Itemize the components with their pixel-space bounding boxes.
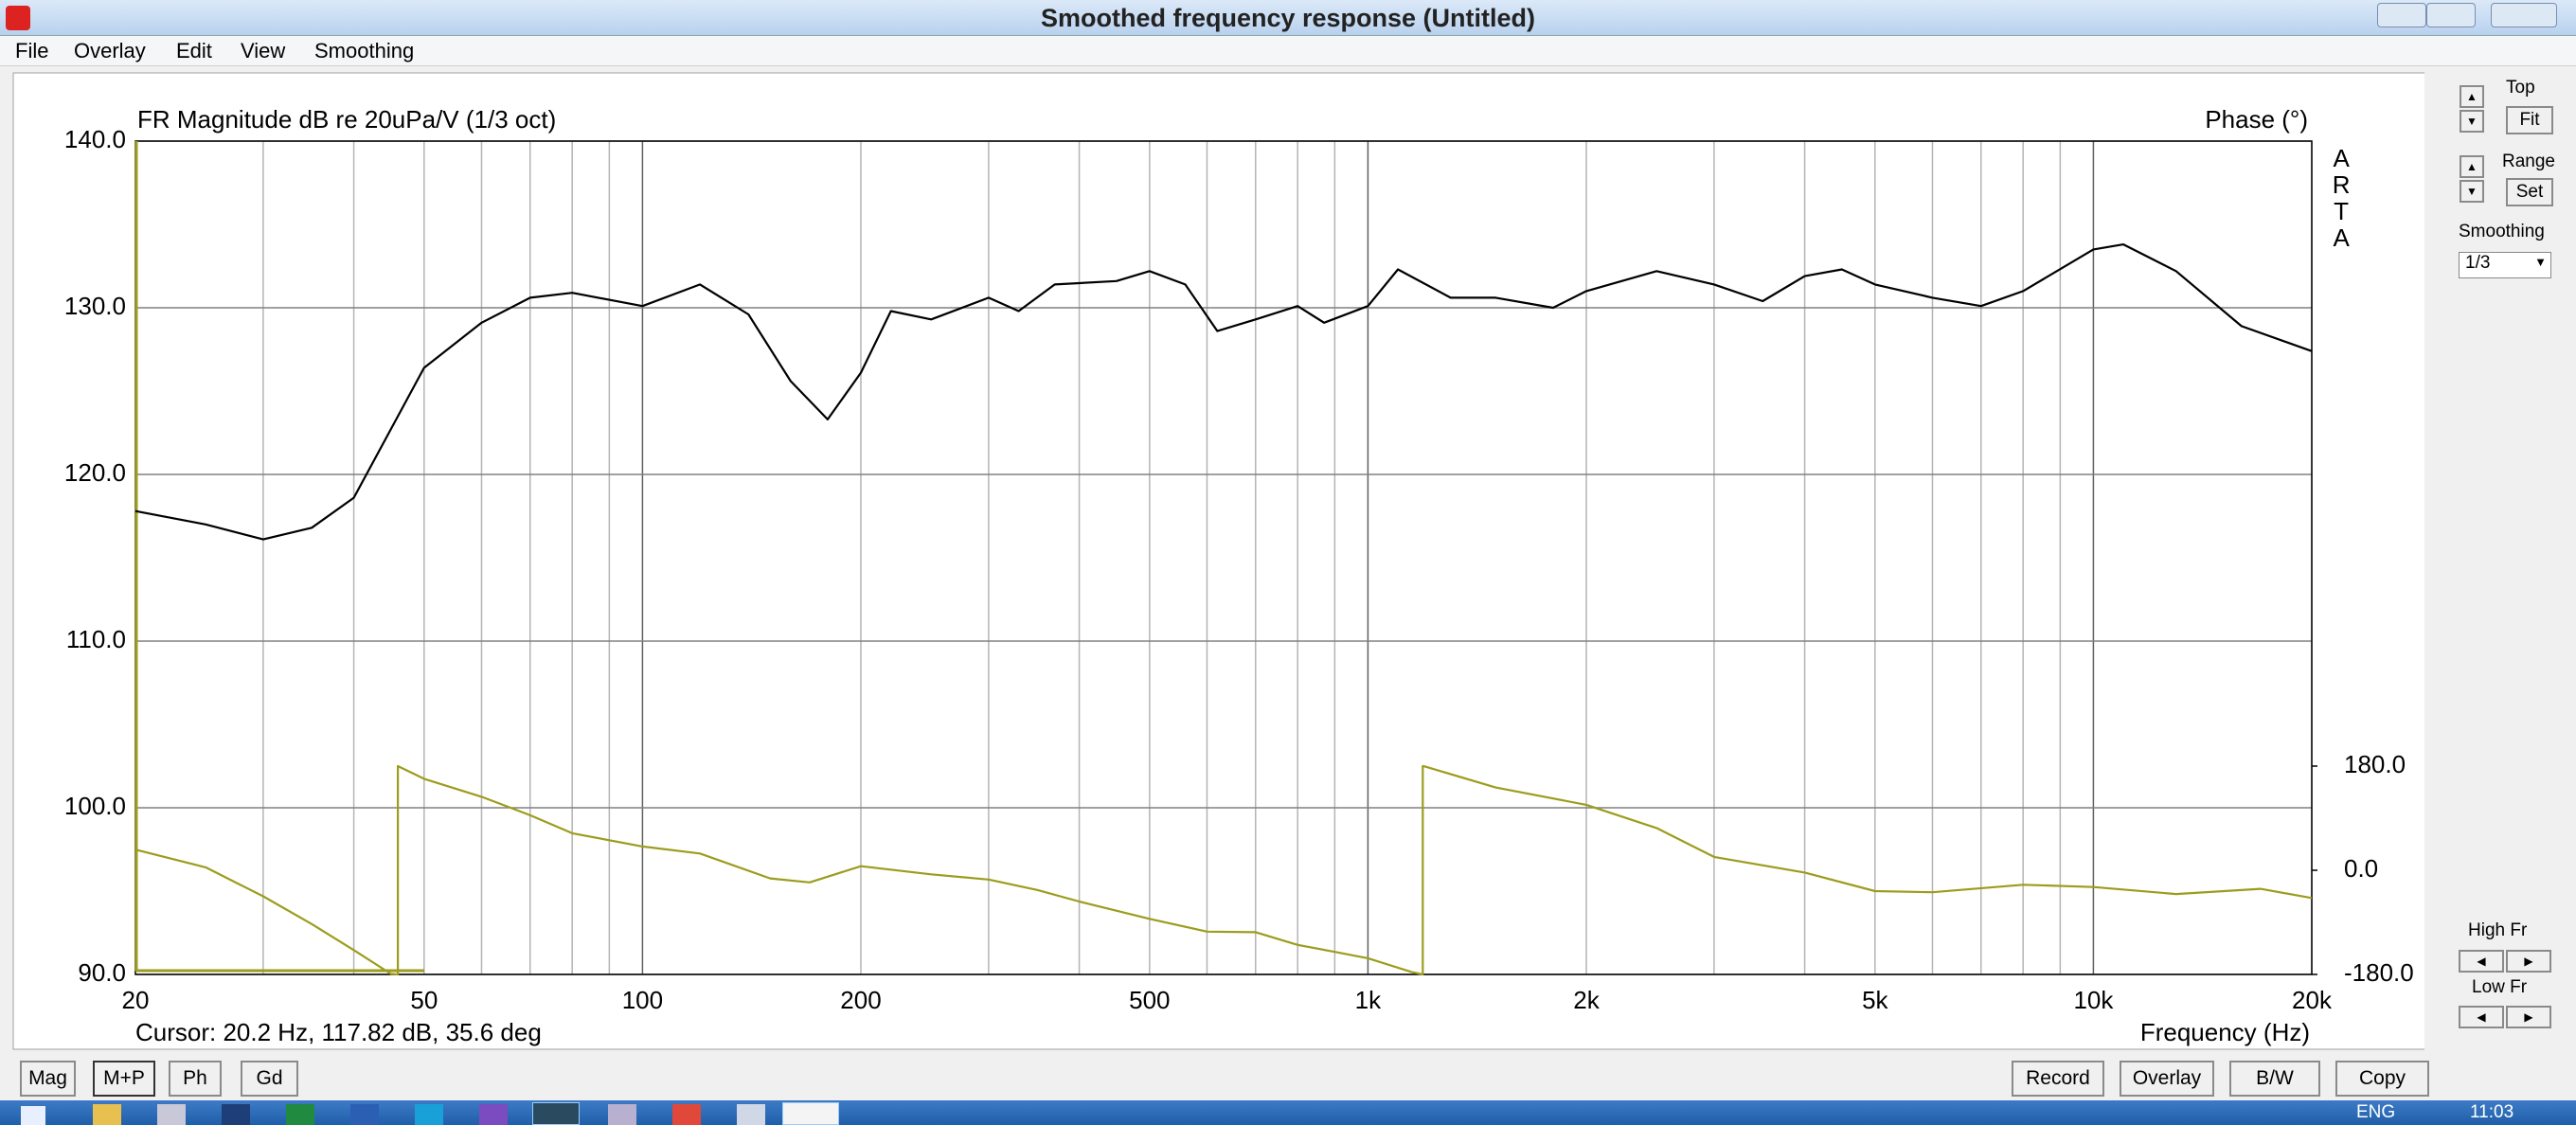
taskbar-app[interactable]	[350, 1104, 379, 1125]
smoothing-dropdown[interactable]: 1/3 ▼	[2459, 252, 2551, 278]
action-button[interactable]: Copy	[2335, 1061, 2429, 1097]
taskbar: ENG 11:03	[0, 1100, 2576, 1125]
taskbar-app[interactable]	[782, 1102, 839, 1125]
taskbar-app[interactable]	[93, 1104, 121, 1125]
x-tick-label: 500	[1129, 986, 1170, 1014]
low-fr-label: Low Fr	[2472, 977, 2528, 997]
mode-button[interactable]: Gd	[241, 1061, 298, 1097]
mode-button[interactable]: Ph	[169, 1061, 222, 1097]
menu-bar: File Overlay Edit View Smoothing	[0, 36, 2576, 66]
high-fr-label: High Fr	[2468, 920, 2528, 940]
spin-up[interactable]: ▲	[2460, 155, 2484, 178]
close-button[interactable]	[2491, 3, 2557, 27]
low-fr-right[interactable]: ▶	[2506, 1006, 2551, 1028]
x-tick-label: 200	[840, 986, 881, 1014]
menu-item[interactable]: Overlay	[74, 39, 146, 62]
chart: FR Magnitude dB re 20uPa/V (1/3 oct) Pha…	[12, 72, 2424, 1050]
app-icon	[6, 6, 30, 30]
x-tick-label: 100	[622, 986, 663, 1014]
y2-tick-label: 0.0	[2344, 854, 2378, 883]
cursor-readout: Cursor: 20.2 Hz, 117.82 dB, 35.6 deg	[135, 1018, 542, 1046]
menu-item[interactable]: Smoothing	[314, 39, 415, 62]
mode-button[interactable]: Mag	[20, 1061, 76, 1097]
chart-title: FR Magnitude dB re 20uPa/V (1/3 oct)	[137, 105, 556, 134]
y2-axis-label: Phase (°)	[2205, 105, 2308, 134]
y-tick-label: 130.0	[64, 292, 126, 320]
side-panel: ▲ ▼ Top Fit ▲ ▼ Range Set Smoothing 1/3 …	[2436, 68, 2576, 1053]
taskbar-app[interactable]	[737, 1104, 765, 1125]
taskbar-app[interactable]	[222, 1104, 250, 1125]
title-bar: Smoothed frequency response (Untitled)	[0, 0, 2576, 36]
x-tick-label: 5k	[1862, 986, 1888, 1014]
taskbar-app[interactable]	[415, 1104, 443, 1125]
y2-tick-label: 180.0	[2344, 750, 2406, 778]
spin-down[interactable]: ▼	[2460, 180, 2484, 203]
taskbar-app[interactable]	[286, 1104, 314, 1125]
taskbar-app[interactable]	[532, 1102, 580, 1125]
range-label: Range	[2502, 152, 2555, 171]
maximize-button[interactable]	[2426, 3, 2476, 27]
x-tick-label: 1k	[1355, 986, 1382, 1014]
smoothing-value: 1/3	[2465, 253, 2491, 273]
top-label: Top	[2506, 78, 2535, 98]
language[interactable]: ENG	[2356, 1102, 2396, 1122]
spin-up[interactable]: ▲	[2460, 85, 2484, 108]
y-tick-label: 90.0	[78, 958, 126, 987]
action-button[interactable]: Overlay	[2120, 1061, 2214, 1097]
menu-item[interactable]: Edit	[176, 39, 212, 62]
x-tick-label: 20k	[2292, 986, 2333, 1014]
taskbar-app[interactable]	[157, 1104, 186, 1125]
y-tick-label: 100.0	[64, 792, 126, 820]
set-button[interactable]: Set	[2506, 178, 2553, 206]
x-tick-label: 10k	[2073, 986, 2114, 1014]
y-tick-label: 110.0	[66, 625, 126, 653]
action-button[interactable]: B/W	[2229, 1061, 2320, 1097]
low-fr-left[interactable]: ◀	[2459, 1006, 2504, 1028]
series-line	[134, 764, 2313, 976]
fit-button[interactable]: Fit	[2506, 106, 2553, 134]
chart-panel	[12, 72, 2424, 1050]
taskbar-app[interactable]	[608, 1104, 636, 1125]
taskbar-app[interactable]	[672, 1104, 701, 1125]
high-fr-right[interactable]: ▶	[2506, 950, 2551, 973]
clock[interactable]: 11:03	[2470, 1102, 2514, 1122]
y2-tick-label: -180.0	[2344, 958, 2414, 987]
spin-down[interactable]: ▼	[2460, 110, 2484, 133]
menu-item[interactable]: View	[241, 39, 286, 62]
taskbar-app[interactable]	[479, 1104, 508, 1125]
high-fr-left[interactable]: ◀	[2459, 950, 2504, 973]
x-tick-label: 2k	[1573, 986, 1600, 1014]
window-title: Smoothed frequency response (Untitled)	[1040, 4, 1536, 32]
minimize-button[interactable]	[2377, 3, 2426, 27]
x-tick-label: 20	[122, 986, 150, 1014]
y-tick-label: 120.0	[64, 458, 126, 487]
y-tick-label: 140.0	[64, 125, 126, 153]
series-line	[134, 243, 2313, 541]
action-button[interactable]: Record	[2012, 1061, 2104, 1097]
menu-item[interactable]: File	[15, 39, 49, 62]
x-axis-label: Frequency (Hz)	[2140, 1018, 2310, 1046]
watermark: ARTA	[2327, 144, 2355, 250]
mode-button[interactable]: M+P	[93, 1061, 155, 1097]
x-tick-label: 50	[410, 986, 438, 1014]
start-button[interactable]	[21, 1106, 45, 1125]
smoothing-label: Smoothing	[2459, 222, 2545, 241]
